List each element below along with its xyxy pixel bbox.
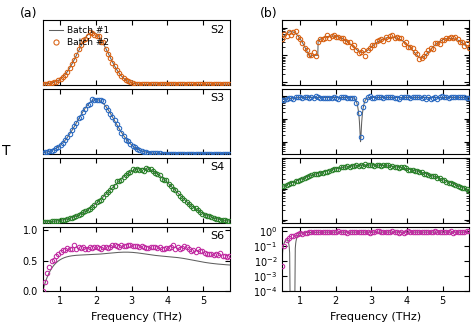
Text: S2: S2 [210, 25, 224, 35]
Text: (b): (b) [260, 7, 277, 20]
Text: S6: S6 [210, 231, 224, 241]
X-axis label: Frequency (THz): Frequency (THz) [91, 312, 182, 322]
Text: S4: S4 [210, 162, 224, 172]
Legend: Batch #1, Batch #2: Batch #1, Batch #2 [47, 24, 111, 49]
X-axis label: Frequency (THz): Frequency (THz) [330, 312, 421, 322]
Text: T: T [2, 144, 11, 158]
Text: S3: S3 [210, 93, 224, 104]
Text: (a): (a) [20, 7, 38, 20]
